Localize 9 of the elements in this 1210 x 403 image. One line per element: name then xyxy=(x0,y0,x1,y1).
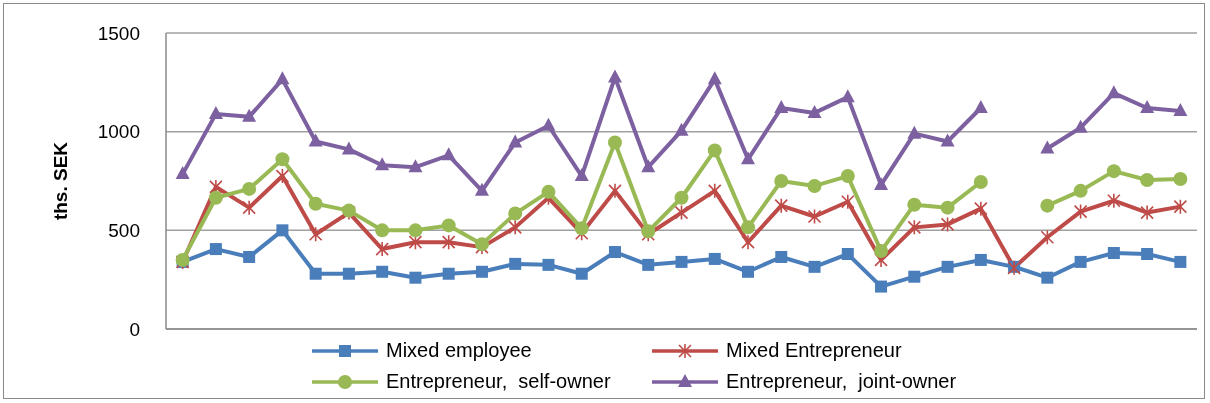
y-axis-title: ths. SEK xyxy=(49,141,71,221)
y-tick-label: 0 xyxy=(129,318,140,340)
y-tick-label: 1500 xyxy=(97,22,140,44)
legend-label: Entrepreneur, joint-owner xyxy=(726,370,957,393)
legend-label: Mixed employee xyxy=(386,339,532,362)
legend-label: Mixed Entrepreneur xyxy=(726,339,902,362)
y-tick-label: 1000 xyxy=(97,121,140,143)
y-tick-label: 500 xyxy=(108,220,140,242)
legend-label: Entrepreneur, self-owner xyxy=(386,370,611,393)
